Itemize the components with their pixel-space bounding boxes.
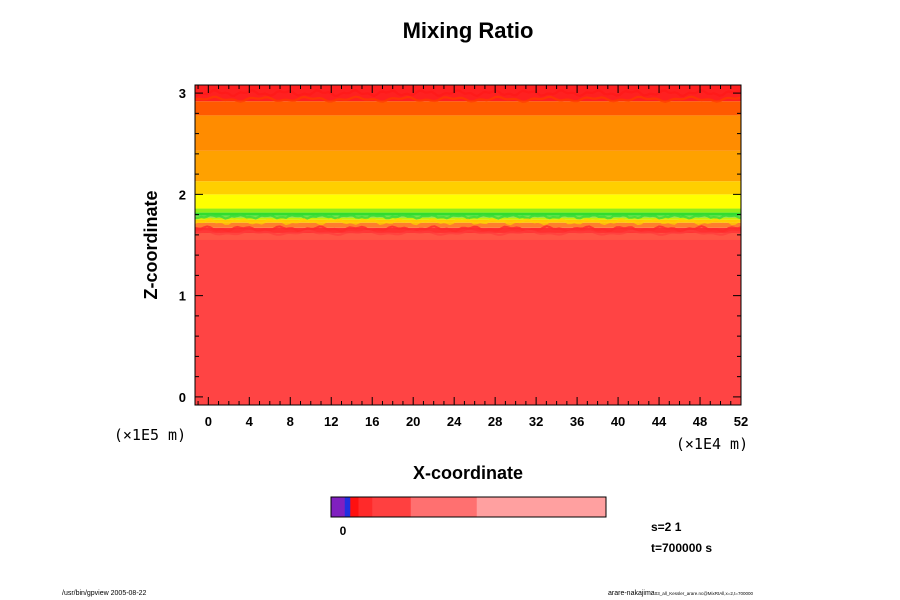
x-tick-label: 44 <box>652 414 667 429</box>
colorbar-segment-5 <box>410 497 478 517</box>
wave <box>195 213 741 220</box>
x-tick-label: 16 <box>365 414 379 429</box>
band-9 <box>195 194 741 209</box>
y-tick-label: 0 <box>179 390 186 405</box>
x-tick-label: 28 <box>488 414 502 429</box>
wave <box>195 225 741 233</box>
band-0 <box>195 229 741 405</box>
band-7 <box>195 212 741 216</box>
x-tick-label: 20 <box>406 414 420 429</box>
band-1 <box>195 232 741 240</box>
footer-right: arare-nakajima03_all_Kessler_arare.nc@Mi… <box>608 590 754 597</box>
x-tick-label: 40 <box>611 414 625 429</box>
plot-frame <box>194 84 742 406</box>
t-annotation: t=700000 s <box>651 541 712 555</box>
wave <box>195 229 741 236</box>
band-6 <box>195 215 741 218</box>
y-tick-label: 1 <box>179 289 186 304</box>
colorbar-segment-0 <box>331 497 346 517</box>
x-axis-ticks: 0 4 8 12 16 20 24 28 32 36 40 44 48 52 <box>197 85 748 429</box>
y-tick-label: 2 <box>179 187 186 202</box>
x-tick-label: 52 <box>734 414 748 429</box>
colorbar-tick-label: 0 <box>340 524 347 538</box>
colorbar-frame <box>330 496 607 518</box>
band-8 <box>195 208 741 213</box>
band-3 <box>195 222 741 228</box>
wave <box>195 218 741 226</box>
y-scale-note: (×1E5 m) <box>114 426 186 444</box>
x-tick-label: 48 <box>693 414 707 429</box>
colorbar-segment-1 <box>344 497 351 517</box>
colorbar-segment-3 <box>358 497 373 517</box>
band-10 <box>195 181 741 195</box>
wave <box>195 88 741 98</box>
wave <box>195 95 741 103</box>
x-tick-label: 8 <box>287 414 294 429</box>
band-13 <box>195 101 741 116</box>
x-scale-note: (×1E4 m) <box>676 435 748 453</box>
plot-area <box>195 85 741 405</box>
colorbar-segment-2 <box>350 497 359 517</box>
x-tick-label: 32 <box>529 414 543 429</box>
footer-right-main: arare-nakajima <box>608 590 655 597</box>
mixing-ratio-bands <box>195 85 741 405</box>
footer-right-sub: 03_all_Kessler_arare.nc@MixRtAll,x=2,t=7… <box>655 591 754 596</box>
band-interface-texture <box>195 88 741 236</box>
x-axis-label: X-coordinate <box>413 463 523 483</box>
colorbar <box>331 497 607 517</box>
x-tick-label: 12 <box>324 414 338 429</box>
band-12 <box>195 115 741 151</box>
y-axis-ticks: 0 1 2 3 <box>179 86 741 405</box>
chart-title: Mixing Ratio <box>403 18 534 43</box>
band-11 <box>195 150 741 182</box>
footer-left: /usr/bin/gpview 2005-08-22 <box>62 590 147 597</box>
colorbar-segment-4 <box>372 497 412 517</box>
x-tick-label: 36 <box>570 414 584 429</box>
band-4 <box>195 219 741 223</box>
y-axis-label: Z-coordinate <box>141 190 161 299</box>
x-tick-label: 0 <box>205 414 212 429</box>
x-tick-label: 24 <box>447 414 462 429</box>
colorbar-segment-6 <box>476 497 607 517</box>
s-annotation: s=2 1 <box>651 520 682 534</box>
y-tick-label: 3 <box>179 86 186 101</box>
x-tick-label: 4 <box>246 414 254 429</box>
